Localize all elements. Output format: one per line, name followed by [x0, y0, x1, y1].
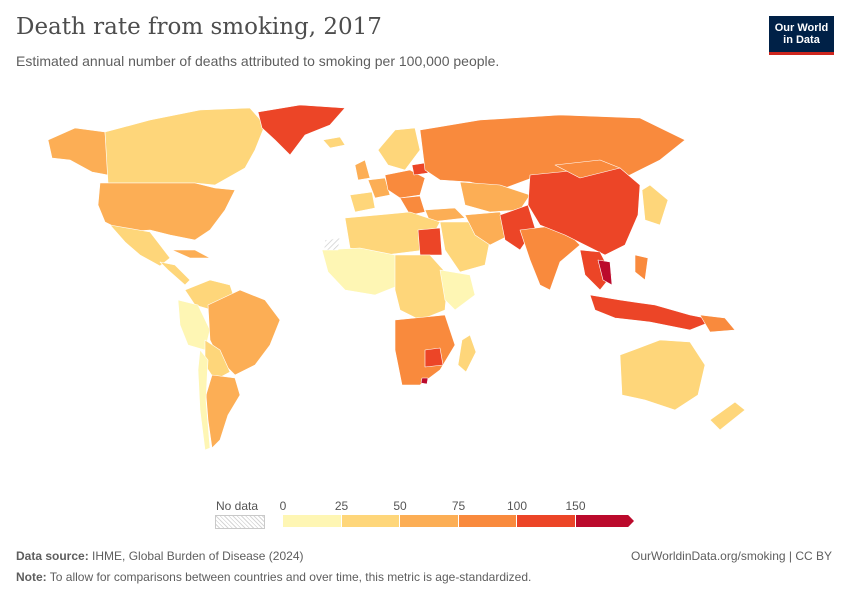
region-central-america[interactable]	[159, 261, 191, 286]
region-caribbean[interactable]	[171, 249, 211, 259]
data-source: Data source: IHME, Global Burden of Dise…	[16, 549, 303, 563]
legend-no-data-swatch[interactable]	[215, 515, 265, 529]
region-chile[interactable]	[197, 349, 211, 451]
region-france[interactable]	[367, 177, 391, 199]
color-legend: No data 0 25 50 75 100 150	[210, 497, 650, 533]
legend-bin-3[interactable]	[458, 515, 517, 527]
region-zimbabwe[interactable]	[424, 347, 444, 368]
legend-bin-0[interactable]	[283, 515, 342, 527]
region-east-africa[interactable]	[439, 269, 476, 311]
region-philippines[interactable]	[634, 254, 649, 281]
region-lesotho[interactable]	[420, 377, 429, 385]
region-egypt[interactable]	[417, 227, 443, 256]
region-madagascar[interactable]	[457, 334, 477, 373]
legend-bin-1[interactable]	[341, 515, 400, 527]
region-usa[interactable]	[97, 182, 236, 241]
region-indonesia[interactable]	[589, 294, 716, 331]
region-scandinavia[interactable]	[377, 127, 421, 171]
legend-tick-0: 0	[279, 499, 287, 513]
region-mongolia[interactable]	[554, 159, 621, 179]
chart-title: Death rate from smoking, 2017	[16, 14, 382, 40]
region-western-sahara[interactable]	[323, 237, 341, 251]
region-iberia[interactable]	[349, 191, 376, 213]
note-text: To allow for comparisons between countri…	[49, 570, 532, 584]
region-balkans-greece[interactable]	[399, 195, 426, 216]
region-uk-ireland[interactable]	[354, 159, 371, 181]
note: Note: To allow for comparisons between c…	[16, 570, 531, 584]
chart-subtitle: Estimated annual number of deaths attrib…	[16, 53, 500, 69]
region-korea-japan[interactable]	[641, 184, 669, 226]
world-map[interactable]	[0, 92, 850, 492]
legend-bin-4[interactable]	[517, 515, 576, 527]
region-vietnam-laos[interactable]	[597, 259, 613, 286]
region-west-africa[interactable]	[321, 247, 401, 296]
region-canada[interactable]	[104, 107, 266, 186]
legend-no-data-label: No data	[216, 499, 259, 513]
legend-tick-4: 100	[506, 499, 528, 513]
region-iceland[interactable]	[322, 136, 346, 149]
region-central-europe[interactable]	[384, 169, 426, 199]
source-label: Data source:	[16, 549, 89, 563]
region-mexico[interactable]	[109, 224, 171, 267]
region-central-asia[interactable]	[459, 181, 531, 213]
region-greenland[interactable]	[257, 104, 346, 156]
legend-tick-3: 75	[451, 499, 466, 513]
note-label: Note:	[16, 570, 47, 584]
logo-line-1: Our World	[774, 22, 829, 34]
legend-tick-2: 50	[393, 499, 407, 513]
legend-tick-1: 25	[334, 499, 349, 513]
region-belarus[interactable]	[411, 162, 429, 176]
region-papua[interactable]	[699, 314, 736, 333]
region-alaska[interactable]	[47, 127, 109, 176]
region-australia[interactable]	[619, 339, 706, 411]
logo-line-2: in Data	[783, 34, 820, 46]
legend-bin-2[interactable]	[400, 515, 459, 527]
source-text[interactable]: IHME, Global Burden of Disease (2024)	[92, 549, 304, 563]
region-iran[interactable]	[464, 211, 511, 246]
legend-tick-5: 150	[565, 499, 586, 513]
owid-logo[interactable]: Our World in Data	[769, 16, 834, 55]
region-central-africa[interactable]	[394, 254, 449, 321]
region-argentina[interactable]	[205, 374, 241, 449]
legend-bin-5[interactable]	[575, 515, 634, 527]
credit-link[interactable]: OurWorldinData.org/smoking | CC BY	[631, 549, 832, 563]
region-new-zealand[interactable]	[709, 401, 746, 431]
